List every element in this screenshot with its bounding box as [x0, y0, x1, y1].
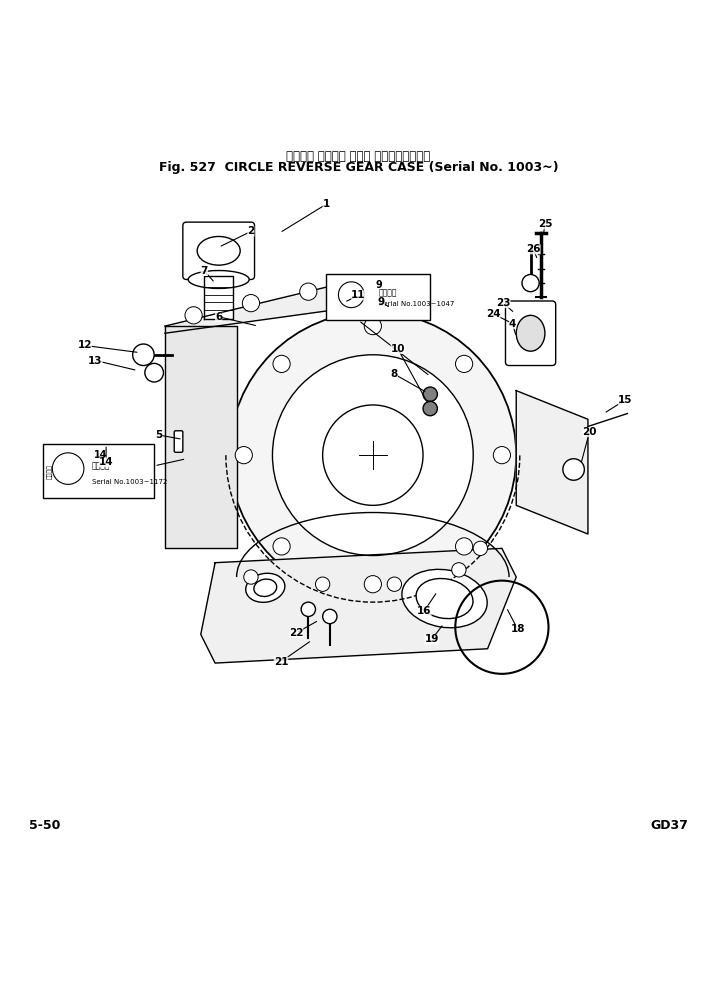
Ellipse shape — [197, 237, 240, 265]
FancyBboxPatch shape — [505, 301, 556, 365]
Text: 9: 9 — [375, 281, 382, 291]
Text: 13: 13 — [88, 355, 103, 365]
Text: 23: 23 — [496, 299, 511, 308]
Circle shape — [338, 282, 364, 307]
Text: 7: 7 — [201, 266, 208, 276]
Text: 適用号機: 適用号機 — [47, 464, 53, 479]
Circle shape — [300, 283, 317, 300]
Circle shape — [272, 355, 473, 556]
Text: 9: 9 — [378, 297, 385, 306]
Text: Serial No.1003~1172: Serial No.1003~1172 — [92, 479, 167, 485]
Circle shape — [273, 355, 290, 372]
Circle shape — [563, 459, 584, 480]
Circle shape — [145, 363, 163, 382]
Text: 11: 11 — [351, 291, 366, 300]
Ellipse shape — [254, 579, 277, 596]
Text: Serial No.1003~1047: Serial No.1003~1047 — [379, 301, 454, 307]
Circle shape — [301, 602, 315, 617]
Text: 26: 26 — [526, 245, 541, 254]
Text: 6: 6 — [215, 311, 222, 322]
FancyBboxPatch shape — [326, 274, 430, 320]
Text: GD37: GD37 — [650, 819, 688, 832]
Circle shape — [315, 577, 330, 591]
Text: 1: 1 — [323, 199, 330, 209]
Text: 16: 16 — [417, 606, 432, 616]
Text: 14: 14 — [94, 450, 107, 461]
Circle shape — [493, 447, 511, 464]
Circle shape — [185, 306, 202, 324]
Text: 5: 5 — [156, 430, 163, 440]
Circle shape — [387, 577, 402, 591]
Text: 8: 8 — [391, 369, 398, 379]
FancyBboxPatch shape — [174, 431, 183, 453]
Ellipse shape — [246, 573, 285, 602]
Circle shape — [323, 609, 337, 624]
Polygon shape — [201, 548, 516, 663]
Circle shape — [455, 538, 473, 555]
Circle shape — [133, 344, 154, 365]
Text: 22: 22 — [289, 627, 303, 638]
Text: 適用号機: 適用号機 — [92, 462, 110, 470]
Circle shape — [242, 295, 260, 311]
Circle shape — [235, 447, 252, 464]
Text: 18: 18 — [511, 625, 525, 634]
Circle shape — [323, 405, 423, 506]
Circle shape — [350, 274, 367, 292]
Circle shape — [452, 563, 466, 577]
Polygon shape — [0, 133, 717, 849]
Text: 19: 19 — [424, 634, 439, 644]
Text: 15: 15 — [618, 395, 632, 405]
Text: 5-50: 5-50 — [29, 819, 60, 832]
Text: 適用号機: 適用号機 — [379, 289, 397, 298]
Polygon shape — [165, 276, 394, 333]
Text: サークル リバース ギヤー ケース（適用号機: サークル リバース ギヤー ケース（適用号機 — [286, 150, 431, 163]
Polygon shape — [516, 391, 588, 534]
Text: Fig. 527  CIRCLE REVERSE GEAR CASE (Serial No. 1003~): Fig. 527 CIRCLE REVERSE GEAR CASE (Seria… — [158, 161, 559, 174]
Text: 14: 14 — [99, 458, 113, 467]
Polygon shape — [165, 326, 237, 548]
Ellipse shape — [402, 570, 487, 627]
Circle shape — [244, 570, 258, 584]
Circle shape — [364, 575, 381, 593]
Text: 10: 10 — [391, 344, 405, 355]
Text: 25: 25 — [538, 219, 552, 229]
Circle shape — [229, 311, 516, 599]
Text: 21: 21 — [274, 657, 288, 667]
Polygon shape — [204, 276, 233, 319]
Text: 12: 12 — [77, 341, 92, 351]
FancyBboxPatch shape — [43, 445, 154, 498]
Circle shape — [423, 387, 437, 402]
Circle shape — [52, 453, 84, 484]
Circle shape — [522, 274, 539, 292]
Text: 4: 4 — [509, 319, 516, 329]
Circle shape — [455, 355, 473, 372]
FancyBboxPatch shape — [183, 222, 255, 280]
Text: 20: 20 — [582, 427, 597, 437]
Circle shape — [423, 402, 437, 415]
Ellipse shape — [188, 270, 250, 289]
Ellipse shape — [416, 578, 473, 619]
Circle shape — [364, 317, 381, 335]
Text: 2: 2 — [247, 227, 255, 237]
Ellipse shape — [516, 315, 545, 352]
Circle shape — [473, 541, 488, 556]
Text: 24: 24 — [486, 309, 500, 319]
Circle shape — [273, 538, 290, 555]
